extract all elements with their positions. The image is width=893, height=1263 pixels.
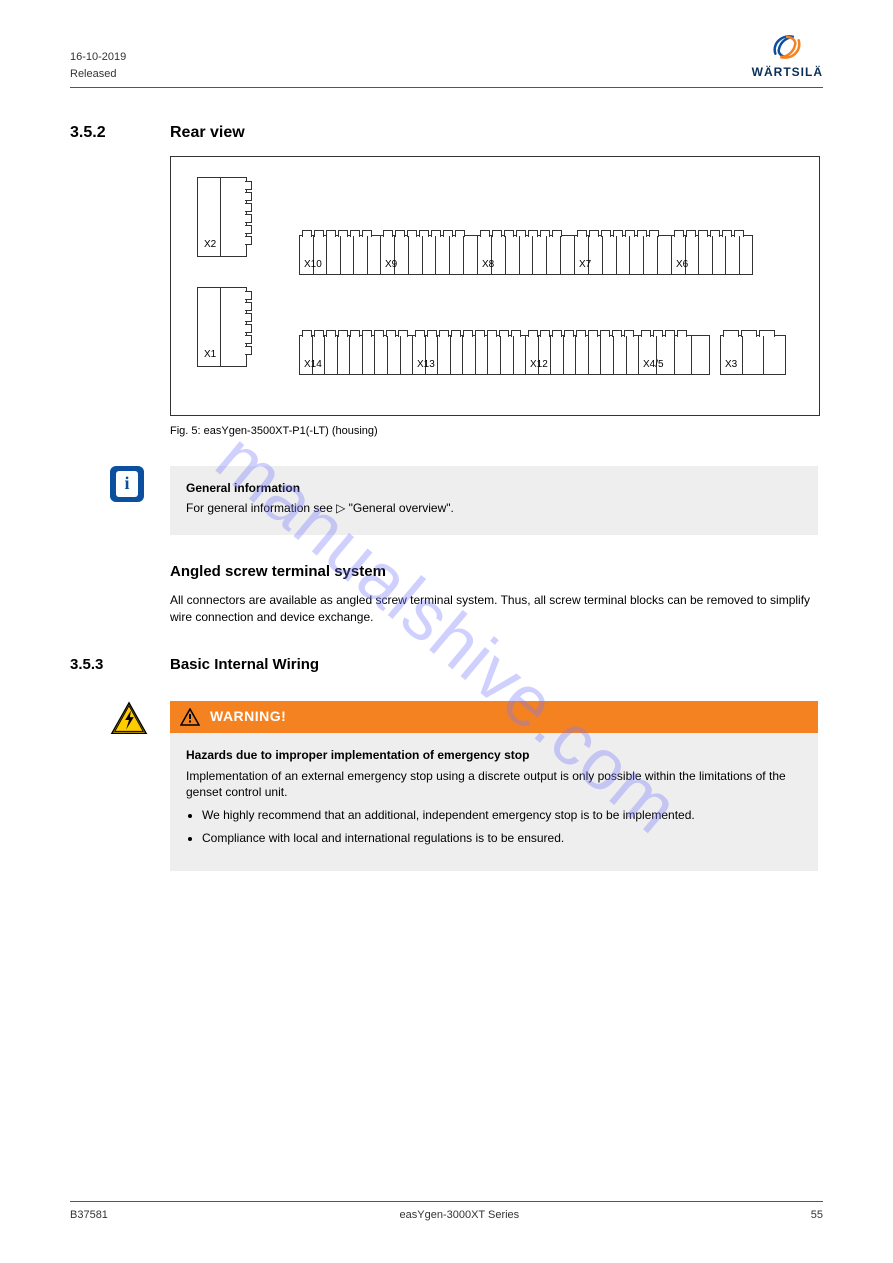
connector-x4-5-label: X4/5 [643, 358, 664, 372]
footer-center: easYgen-3000XT Series [400, 1208, 520, 1223]
info-icon: i [110, 466, 144, 502]
warning-bullet-1: We highly recommend that an additional, … [202, 807, 802, 824]
connector-x8-label: X8 [482, 258, 494, 272]
paragraph: All connectors are available as angled s… [170, 592, 818, 626]
connector-x3-label: X3 [725, 358, 737, 372]
section-heading-row: 3.5.2 Rear view [70, 122, 823, 144]
header-left: 16-10-2019 Released [70, 50, 126, 81]
connector-row-2: X14 X13 X12 X4/5 [299, 335, 786, 375]
page-root: 16-10-2019 Released WÄRTSILÄ 3.5.2 Rear … [0, 0, 893, 1263]
connector-x1: X1 [197, 287, 247, 367]
connector-x8: X8 [477, 235, 575, 275]
rear-view-figure: X2 X1 X10 X9 [170, 156, 820, 416]
figure-wrapper: X2 X1 X10 X9 [170, 156, 823, 439]
footer-left: B37581 [70, 1208, 108, 1223]
warning-list: We highly recommend that an additional, … [202, 807, 802, 847]
connector-x7-label: X7 [579, 258, 591, 272]
warning-body: Hazards due to improper implementation o… [170, 733, 818, 871]
connector-x9-label: X9 [385, 258, 397, 272]
connector-x14: X14 [299, 335, 413, 375]
warning-banner-text: WARNING! [210, 707, 286, 727]
info-body: For general information see ▷ "General o… [186, 500, 802, 517]
connector-x9: X9 [380, 235, 478, 275]
page-footer: B37581 easYgen-3000XT Series 55 [70, 1201, 823, 1223]
subsection-row: 3.5.3 Basic Internal Wiring [70, 654, 823, 675]
section-title: Rear view [170, 122, 245, 144]
info-icon-col: i [70, 466, 170, 502]
connector-x1-label: X1 [204, 348, 216, 362]
warning-icon-col [70, 701, 170, 735]
high-voltage-icon [110, 701, 148, 735]
connector-x10: X10 [299, 235, 381, 275]
info-box: General information For general informat… [170, 466, 818, 536]
connector-row-1: X10 X9 X8 X7 [299, 235, 753, 275]
info-row: i General information For general inform… [70, 466, 823, 536]
connector-x7: X7 [574, 235, 672, 275]
header-date: 16-10-2019 [70, 50, 126, 64]
figure-caption: Fig. 5: easYgen-3500XT-P1(-LT) (housing) [170, 424, 823, 439]
warning-intro: Implementation of an external emergency … [186, 768, 802, 802]
connector-x14-label: X14 [304, 358, 322, 372]
connector-x6: X6 [671, 235, 753, 275]
warning-bullet-2: Compliance with local and international … [202, 830, 802, 847]
info-heading: General information [186, 480, 802, 497]
warning-row: WARNING! Hazards due to improper impleme… [70, 701, 823, 871]
warning-triangle-icon [180, 708, 200, 726]
warning-box: WARNING! Hazards due to improper impleme… [170, 701, 818, 871]
brand-wordmark: WÄRTSILÄ [752, 64, 823, 81]
connector-x6-label: X6 [676, 258, 688, 272]
connector-x4-5: X4/5 [638, 335, 710, 375]
connector-x2-label: X2 [204, 238, 216, 252]
connector-x13-label: X13 [417, 358, 435, 372]
warning-heading: Hazards due to improper implementation o… [186, 747, 802, 764]
connector-x2: X2 [197, 177, 247, 257]
brand-logo: WÄRTSILÄ [752, 32, 823, 81]
subsection-title: Basic Internal Wiring [170, 654, 319, 675]
connector-x13: X13 [412, 335, 526, 375]
connector-x12: X12 [525, 335, 639, 375]
warning-banner: WARNING! [170, 701, 818, 733]
footer-right: 55 [811, 1208, 823, 1223]
connector-x10-label: X10 [304, 258, 322, 272]
info-icon-glyph: i [116, 471, 138, 497]
page-header: 16-10-2019 Released WÄRTSILÄ [70, 32, 823, 88]
subsection-number: 3.5.3 [70, 654, 170, 675]
brand-swirl-icon [770, 32, 804, 62]
sub-heading: Angled screw terminal system [170, 561, 823, 582]
connector-x3: X3 [720, 335, 786, 375]
header-released: Released [70, 67, 126, 81]
section-number: 3.5.2 [70, 122, 170, 144]
connector-x12-label: X12 [530, 358, 548, 372]
